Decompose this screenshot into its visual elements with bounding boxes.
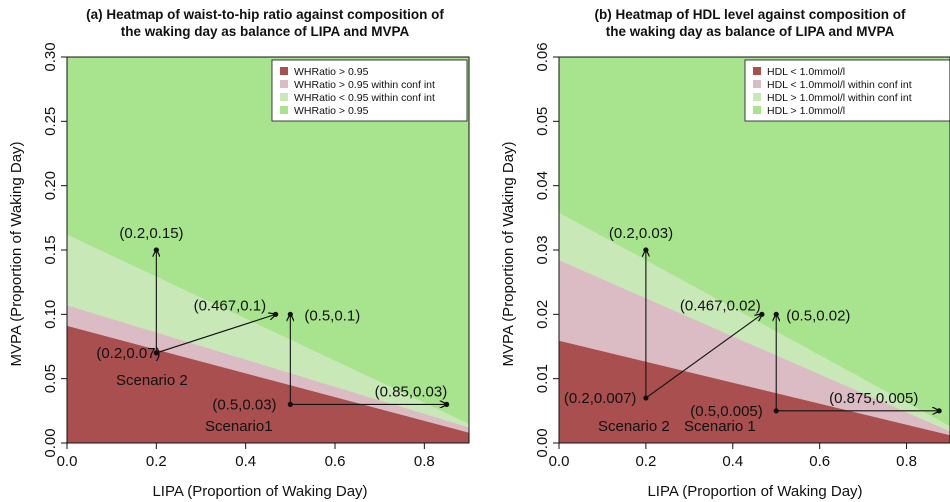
panel-a-y-tick-label: 0.20 xyxy=(42,171,59,200)
panel-a-x-tick-label: 0.6 xyxy=(325,453,346,470)
panel-a-legend-box xyxy=(271,59,468,122)
panel-a-x-tick-label: 0.8 xyxy=(414,453,435,470)
panel-b-x-tick-label: 0.0 xyxy=(549,453,570,470)
panel-a-title-line1: (a) Heatmap of waist-to-hip ratio agains… xyxy=(86,7,444,22)
panel-b-points: (0.2,0.03) (0.467,0.02) (0.5,0.02) (0.2,0.0… xyxy=(564,225,942,420)
panel-b-hdl-heatmap: (b) Heatmap of HDL level against composi… xyxy=(500,7,950,500)
panel-b-region-1 xyxy=(559,340,950,443)
panel-a-x-tick-label: 0.4 xyxy=(235,453,256,470)
panel-b-y-tick-label: 0.02 xyxy=(534,300,551,329)
panel-a-y-axis-label: MVPA (Proportion of Waking Day) xyxy=(8,141,25,366)
panel-a-scenario-1-label: Scenario1 xyxy=(205,418,273,435)
panel-b-legend-entry: HDL > 1.0mmol/l xyxy=(767,105,845,117)
panel-b-legend-entry: HDL > 1.0mmol/l within conf int xyxy=(767,92,912,104)
panel-a-region-1 xyxy=(67,325,469,443)
panel-a-point-label: (0.467,0.1) xyxy=(194,297,267,314)
panel-b-legend-box xyxy=(744,59,950,122)
panel-b-x-tick-label: 0.2 xyxy=(635,453,656,470)
panel-b-title-line2: the waking day as balance of LIPA and MV… xyxy=(606,24,895,39)
panel-a-point-label: (0.85,0.03) xyxy=(375,383,448,400)
panel-b-ticks: 0.0 0.2 0.4 0.6 0.8 0.00 0.01 0.02 0.03 0.04 0.05 0… xyxy=(534,42,917,470)
panel-b-y-tick-label: 0.00 xyxy=(534,428,551,457)
panel-b-legend-entry: HDL < 1.0mmol/l xyxy=(767,66,845,78)
panel-b-point xyxy=(773,408,779,414)
panel-a-y-tick-label: 0.00 xyxy=(42,428,59,457)
panel-b-regions xyxy=(559,57,950,443)
panel-a-x-axis-label: LIPA (Proportion of Waking Day) xyxy=(152,483,367,500)
panel-b-legend-swatch xyxy=(753,106,761,114)
panel-a-plot-frame xyxy=(66,56,470,444)
panel-a-point xyxy=(287,311,293,317)
panel-b-x-axis-label: LIPA (Proportion of Waking Day) xyxy=(647,483,862,500)
panel-a-ticks: 0.0 0.2 0.4 0.6 0.8 0.00 0.05 0.10 0.15 0.20 0.25 0… xyxy=(42,42,435,470)
panel-b-point-label: (0.875,0.005) xyxy=(829,390,918,407)
panel-b-point-label: (0.2,0.007) xyxy=(564,390,637,407)
panel-a-title-line2: the waking day as balance of LIPA and MV… xyxy=(121,24,410,39)
panel-a-scenario-2-label: Scenario 2 xyxy=(116,372,188,389)
panel-a-legend-entry: WHRatio > 0.95 xyxy=(294,66,369,78)
panel-a-point-label: (0.5,0.1) xyxy=(304,307,360,324)
panel-a-x-tick-label: 0.2 xyxy=(146,453,167,470)
panel-a-y-tick-label: 0.25 xyxy=(42,107,59,136)
panel-b-point xyxy=(643,395,649,401)
panel-a-y-tick-label: 0.15 xyxy=(42,235,59,264)
panel-a-legend-entry: WHRatio > 0.95 xyxy=(294,105,369,117)
panel-b-x-tick-label: 0.8 xyxy=(896,453,917,470)
panel-b-y-tick-label: 0.06 xyxy=(534,42,551,71)
panel-b-title-line1: (b) Heatmap of HDL level against composi… xyxy=(594,7,906,22)
panel-b-legend-swatch xyxy=(753,93,761,101)
panel-b-point-label: (0.5,0.005) xyxy=(690,403,763,420)
panel-a-x-tick-label: 0.0 xyxy=(57,453,78,470)
panel-a-legend-swatch xyxy=(280,67,288,75)
panel-b-legend-entry: HDL < 1.0mmol/l within conf int xyxy=(767,79,912,91)
panel-a-points: (0.2,0.15) (0.467,0.1) (0.5,0.1) (0.2,0.07)… xyxy=(96,225,450,413)
panel-b-scenario-2-label: Scenario 2 xyxy=(598,418,670,435)
panel-b-point-label: (0.2,0.03) xyxy=(609,225,673,242)
panel-b-plot-frame xyxy=(558,56,950,444)
panel-a-legend-swatch xyxy=(280,106,288,114)
panel-a-point xyxy=(272,311,279,317)
panel-a-point-label: (0.5,0.03) xyxy=(212,396,276,413)
panel-a-point xyxy=(444,401,450,407)
panel-a-point xyxy=(153,247,159,253)
panel-b-point xyxy=(759,311,765,317)
panel-b-y-tick-label: 0.04 xyxy=(534,171,551,200)
panel-b-point xyxy=(936,408,942,414)
panel-b-arrows xyxy=(646,250,939,411)
panel-a-y-tick-label: 0.05 xyxy=(42,364,59,393)
panel-b-x-tick-label: 0.4 xyxy=(722,453,743,470)
panel-b-point xyxy=(773,311,779,317)
panel-b-point-label: (0.467,0.02) xyxy=(680,297,761,314)
panel-a-arrow xyxy=(156,314,275,354)
panel-a-y-tick-label: 0.10 xyxy=(42,300,59,329)
panel-a-y-tick-label: 0.30 xyxy=(42,42,59,71)
panel-a-legend-entry: WHRatio > 0.95 within conf int xyxy=(294,79,435,91)
panel-b-y-tick-label: 0.01 xyxy=(534,364,551,393)
panel-a-legend-swatch xyxy=(280,93,288,101)
panel-a-point-label: (0.2,0.15) xyxy=(119,225,183,242)
panel-b-x-tick-label: 0.6 xyxy=(809,453,830,470)
panel-b-point-label: (0.5,0.02) xyxy=(786,307,850,324)
panel-b-y-tick-label: 0.03 xyxy=(534,235,551,264)
panel-b-y-axis-label: MVPA (Proportion of Waking Day) xyxy=(500,141,517,366)
panel-a-arrows xyxy=(156,250,446,404)
panel-a-waist-hip-heatmap: (a) Heatmap of waist-to-hip ratio agains… xyxy=(8,7,470,500)
panel-a-point xyxy=(153,350,159,356)
panel-b-legend-swatch xyxy=(753,80,761,88)
panel-a-legend-swatch xyxy=(280,80,288,88)
panel-a-point-label: (0.2,0.07) xyxy=(96,345,160,362)
panel-b-legend-swatch xyxy=(753,67,761,75)
panel-b-y-tick-label: 0.05 xyxy=(534,107,551,136)
panel-a-point xyxy=(287,401,293,407)
panel-b-point xyxy=(643,247,649,253)
panel-b-scenario-1-label: Scenario 1 xyxy=(684,418,756,435)
panel-a-legend-entry: WHRatio < 0.95 within conf int xyxy=(294,92,435,104)
panel-b-arrow xyxy=(645,314,762,399)
